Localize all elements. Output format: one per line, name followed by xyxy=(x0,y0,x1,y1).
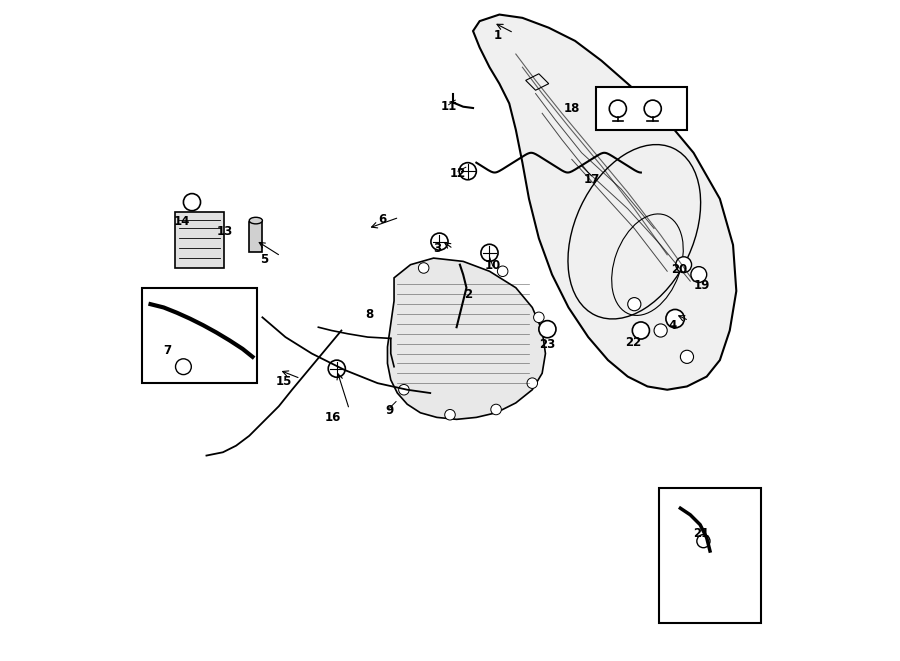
Bar xyxy=(660,488,761,623)
Circle shape xyxy=(445,409,455,420)
Text: 13: 13 xyxy=(217,225,233,238)
Circle shape xyxy=(498,266,508,276)
Circle shape xyxy=(534,312,544,323)
Circle shape xyxy=(527,378,537,389)
Text: 11: 11 xyxy=(441,100,457,113)
Circle shape xyxy=(418,262,429,273)
Circle shape xyxy=(184,194,201,211)
Circle shape xyxy=(481,245,498,261)
Circle shape xyxy=(459,163,476,180)
Circle shape xyxy=(399,385,410,395)
Text: 20: 20 xyxy=(670,264,688,276)
Circle shape xyxy=(697,535,710,548)
Polygon shape xyxy=(473,15,736,390)
Text: 18: 18 xyxy=(563,102,580,114)
Text: 10: 10 xyxy=(485,260,501,272)
Text: 19: 19 xyxy=(693,279,709,292)
Circle shape xyxy=(491,405,501,414)
Polygon shape xyxy=(388,258,545,419)
Text: 1: 1 xyxy=(493,29,501,42)
Circle shape xyxy=(654,324,667,337)
Text: 14: 14 xyxy=(174,215,190,229)
Bar xyxy=(142,288,257,383)
Circle shape xyxy=(627,297,641,311)
Text: 16: 16 xyxy=(325,411,341,424)
Text: 3: 3 xyxy=(433,243,441,255)
Text: 15: 15 xyxy=(276,375,292,389)
Circle shape xyxy=(676,256,691,272)
Circle shape xyxy=(666,309,684,328)
Text: 5: 5 xyxy=(260,253,268,266)
Circle shape xyxy=(680,350,694,364)
Bar xyxy=(249,222,263,252)
Text: 23: 23 xyxy=(539,338,555,352)
Text: 17: 17 xyxy=(583,173,599,186)
Text: 7: 7 xyxy=(163,344,171,357)
Text: 22: 22 xyxy=(625,336,641,349)
Text: 4: 4 xyxy=(669,319,677,332)
Bar xyxy=(596,87,687,130)
Circle shape xyxy=(539,321,556,338)
Circle shape xyxy=(431,233,448,251)
Text: 6: 6 xyxy=(379,214,387,227)
Text: 2: 2 xyxy=(464,288,472,301)
Text: 8: 8 xyxy=(365,307,374,321)
Circle shape xyxy=(633,322,650,339)
Text: 12: 12 xyxy=(450,167,466,180)
Text: 21: 21 xyxy=(693,527,709,540)
Text: 9: 9 xyxy=(385,405,393,417)
Circle shape xyxy=(691,266,707,282)
Circle shape xyxy=(328,360,346,377)
Ellipse shape xyxy=(249,217,263,224)
Bar xyxy=(175,212,224,268)
